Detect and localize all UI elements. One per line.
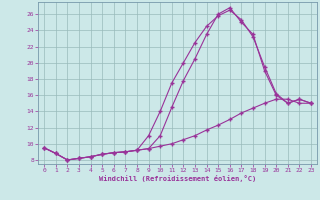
X-axis label: Windchill (Refroidissement éolien,°C): Windchill (Refroidissement éolien,°C) bbox=[99, 175, 256, 182]
